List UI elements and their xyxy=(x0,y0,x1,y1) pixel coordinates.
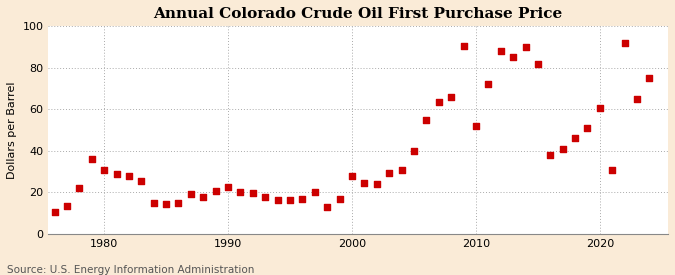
Y-axis label: Dollars per Barrel: Dollars per Barrel xyxy=(7,81,17,179)
Point xyxy=(223,185,234,189)
Point xyxy=(371,182,382,186)
Point xyxy=(346,174,357,178)
Point xyxy=(124,174,134,178)
Point xyxy=(619,41,630,45)
Point xyxy=(607,167,618,172)
Point xyxy=(334,196,345,201)
Point xyxy=(508,55,518,60)
Point xyxy=(74,186,85,191)
Point xyxy=(421,117,432,122)
Point xyxy=(297,196,308,201)
Point xyxy=(285,197,296,202)
Point xyxy=(260,194,271,199)
Point xyxy=(520,45,531,49)
Point xyxy=(558,147,568,151)
Point xyxy=(570,136,580,141)
Point xyxy=(248,191,259,196)
Point xyxy=(533,61,543,66)
Point xyxy=(136,179,146,183)
Point xyxy=(111,172,122,176)
Point xyxy=(384,170,395,175)
Point xyxy=(396,167,407,172)
Point xyxy=(458,44,469,48)
Point xyxy=(483,82,493,87)
Point xyxy=(173,200,184,205)
Point xyxy=(86,157,97,161)
Point xyxy=(235,190,246,195)
Point xyxy=(211,189,221,194)
Point xyxy=(359,181,370,185)
Point xyxy=(148,200,159,205)
Point xyxy=(582,126,593,130)
Point xyxy=(49,210,60,214)
Point xyxy=(99,167,109,172)
Text: Source: U.S. Energy Information Administration: Source: U.S. Energy Information Administ… xyxy=(7,265,254,275)
Point xyxy=(61,204,72,208)
Point xyxy=(186,192,196,197)
Title: Annual Colorado Crude Oil First Purchase Price: Annual Colorado Crude Oil First Purchase… xyxy=(154,7,563,21)
Point xyxy=(408,149,419,153)
Point xyxy=(161,202,171,206)
Point xyxy=(433,100,444,104)
Point xyxy=(545,153,556,157)
Point xyxy=(322,205,333,209)
Point xyxy=(595,106,605,111)
Point xyxy=(470,124,481,128)
Point xyxy=(198,194,209,199)
Point xyxy=(272,197,283,202)
Point xyxy=(632,97,643,101)
Point xyxy=(309,190,320,195)
Point xyxy=(495,49,506,53)
Point xyxy=(644,76,655,80)
Point xyxy=(446,95,456,99)
